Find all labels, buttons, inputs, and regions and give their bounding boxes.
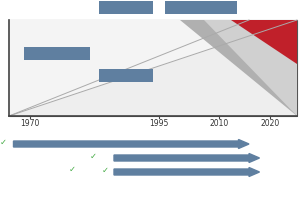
Bar — [165, 1, 237, 14]
FancyArrow shape — [14, 140, 249, 148]
Polygon shape — [9, 20, 297, 116]
FancyArrow shape — [114, 154, 260, 162]
Text: 1970: 1970 — [20, 119, 40, 128]
Polygon shape — [180, 20, 297, 116]
Text: ✓: ✓ — [101, 166, 109, 175]
Text: ✓: ✓ — [0, 138, 7, 147]
Bar — [24, 47, 90, 60]
Text: ✓: ✓ — [89, 152, 97, 161]
Bar — [9, 20, 297, 116]
Bar — [99, 69, 153, 82]
Text: 2020: 2020 — [260, 119, 280, 128]
Text: 2010: 2010 — [209, 119, 229, 128]
Polygon shape — [231, 20, 297, 64]
Text: 1995: 1995 — [149, 119, 169, 128]
Polygon shape — [204, 20, 297, 116]
Text: ✓: ✓ — [68, 164, 76, 173]
FancyArrow shape — [114, 168, 260, 176]
Bar — [99, 1, 153, 14]
